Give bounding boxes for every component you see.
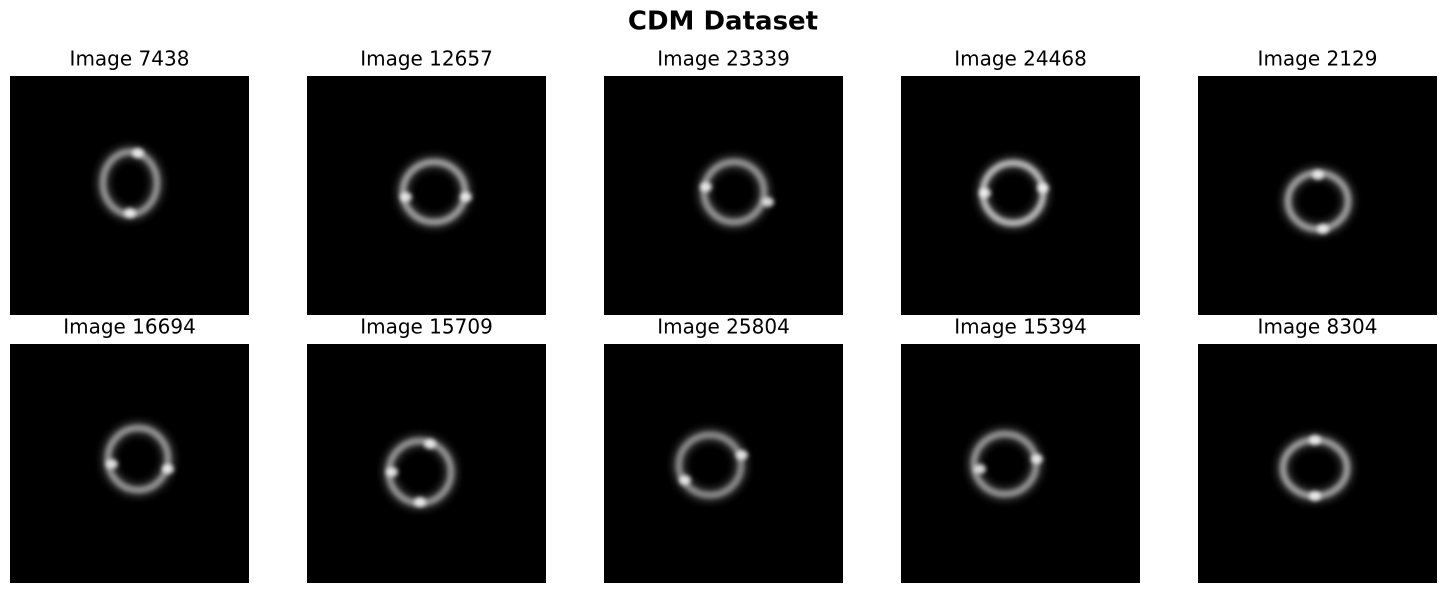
lens-ring [399, 158, 469, 226]
image-background [901, 76, 1140, 315]
bright-spot [679, 475, 691, 485]
lens-ring [970, 430, 1040, 498]
image-title: Image 8304 [1258, 315, 1378, 339]
bright-spot [1309, 491, 1321, 501]
image-title: Image 15394 [954, 315, 1087, 339]
image-background [604, 76, 843, 315]
figure-title: CDM Dataset [628, 7, 818, 37]
image-title: Image 15709 [360, 315, 493, 339]
image-title: Image 12657 [360, 47, 493, 71]
image-background [307, 76, 546, 315]
bright-spot [974, 464, 986, 474]
image-title: Image 7438 [70, 47, 190, 71]
bright-spot [124, 208, 136, 218]
image-background [1198, 344, 1437, 583]
image-background [1198, 76, 1437, 315]
image-panel [901, 344, 1140, 583]
bright-spot [400, 192, 412, 202]
image-panel [307, 344, 546, 583]
lens-ring [104, 424, 172, 494]
bright-spot [700, 182, 712, 192]
image-background [10, 76, 249, 315]
bright-spot [979, 188, 991, 198]
image-title: Image 23339 [657, 47, 790, 71]
bright-spot [386, 467, 398, 477]
lens-ring [675, 431, 745, 499]
image-background [307, 344, 546, 583]
image-title: Image 24468 [954, 47, 1087, 71]
image-panel [604, 76, 843, 315]
bright-spot [1312, 170, 1324, 180]
bright-spot [1317, 224, 1329, 234]
image-title: Image 16694 [63, 315, 196, 339]
image-panel [307, 76, 546, 315]
image-panel [10, 76, 249, 315]
image-panel [10, 344, 249, 583]
image-title: Image 25804 [657, 315, 790, 339]
bright-spot [132, 148, 144, 158]
bright-spot [762, 197, 774, 207]
image-panel [1198, 344, 1437, 583]
image-panel [604, 344, 843, 583]
image-background [901, 344, 1140, 583]
bright-spot [162, 464, 174, 474]
bright-spot [106, 459, 118, 469]
bright-spot [424, 439, 436, 449]
bright-spot [1037, 183, 1049, 193]
image-title: Image 2129 [1258, 47, 1378, 71]
bright-spot [1309, 435, 1321, 445]
image-background [604, 344, 843, 583]
image-background [10, 344, 249, 583]
lens-ring [700, 158, 768, 226]
image-panel [1198, 76, 1437, 315]
bright-spot [460, 192, 472, 202]
bright-spot [1031, 454, 1043, 464]
image-panel [901, 76, 1140, 315]
bright-spot [736, 450, 748, 460]
bright-spot [414, 497, 426, 507]
